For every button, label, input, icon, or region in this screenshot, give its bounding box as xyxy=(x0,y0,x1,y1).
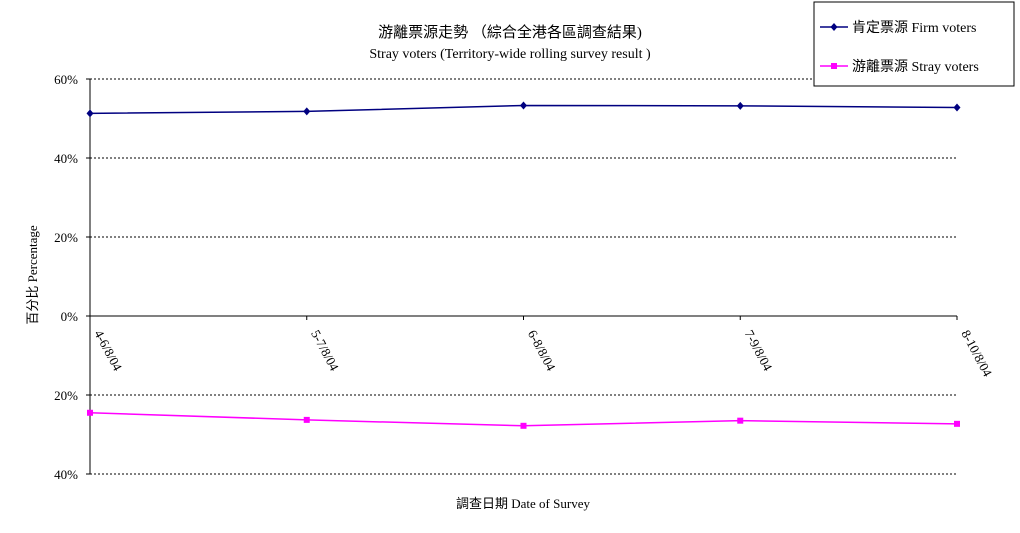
data-point xyxy=(86,109,94,118)
x-tick-label: 4-6/8/04 xyxy=(91,327,125,373)
legend-diamond-marker xyxy=(830,23,838,31)
data-point xyxy=(520,422,527,429)
x-tick-labels: 4-6/8/04 5-7/8/04 6-8/8/04 7-9/8/04 8-10/8/0… xyxy=(91,327,995,379)
y-tick-label: 20% xyxy=(54,388,78,403)
x-tick-label: 6-8/8/04 xyxy=(525,327,559,373)
legend-firm-voters: 肯定票源 Firm voters xyxy=(852,20,976,36)
x-tick-label: 8-10/8/04 xyxy=(958,327,995,379)
y-tick-labels: 60% 40% 20% 0% 20% 40% xyxy=(54,72,78,482)
data-point xyxy=(737,417,744,424)
y-tick-label: 0% xyxy=(61,309,79,324)
data-point xyxy=(303,416,310,423)
data-point xyxy=(953,103,961,112)
legend-stray-voters: 游離票源 Stray voters xyxy=(852,58,979,75)
y-tick-label: 40% xyxy=(54,467,78,482)
y-tick-label: 40% xyxy=(54,151,78,166)
data-point xyxy=(303,107,311,116)
legend: 肯定票源 Firm voters 游離票源 Stray voters xyxy=(813,1,1015,87)
y-tick-label: 20% xyxy=(54,230,78,245)
y-axis-label: 百分比 Percentage xyxy=(25,225,40,325)
x-axis-label: 調查日期 Date of Survey xyxy=(456,496,590,511)
chart-subtitle: Stray voters (Territory-wide rolling sur… xyxy=(369,47,651,62)
chart-title: 游離票源走勢 （綜合全港各區調查結果) xyxy=(378,23,642,41)
y-tick-label: 60% xyxy=(54,72,78,87)
data-point xyxy=(87,409,93,416)
gridlines xyxy=(86,78,958,475)
data-point xyxy=(954,420,960,427)
series-group xyxy=(86,101,961,429)
data-point xyxy=(520,101,527,110)
data-point xyxy=(736,101,744,110)
legend-square-marker xyxy=(831,63,837,69)
x-tick-label: 5-7/8/04 xyxy=(308,327,342,373)
x-tick-label: 7-9/8/04 xyxy=(742,327,776,373)
